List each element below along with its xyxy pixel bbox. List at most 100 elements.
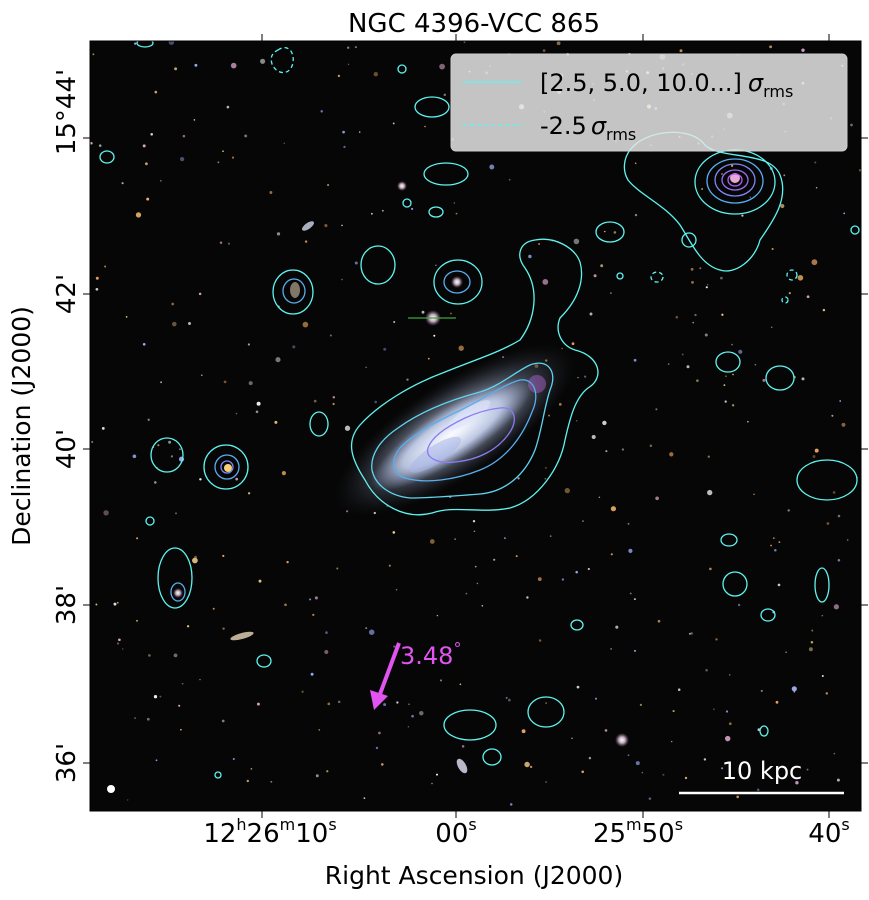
background-star: [821, 614, 824, 617]
contour-source: [715, 351, 741, 373]
background-star: [692, 321, 694, 324]
background-star: [747, 421, 749, 423]
legend: [2.5, 5.0, 10.0...] σrms -2.5 σrms: [450, 53, 848, 152]
background-star: [713, 708, 715, 710]
contour-source: [150, 437, 184, 473]
contour-source: [220, 460, 234, 474]
background-star: [725, 375, 727, 378]
background-star: [142, 144, 146, 148]
legend-box: [450, 53, 848, 152]
background-star: [602, 420, 607, 426]
background-star: [720, 276, 723, 280]
background-star: [772, 537, 775, 540]
background-star: [826, 522, 830, 525]
beam-marker: [107, 785, 115, 793]
x-tick-label: 40s: [808, 815, 849, 849]
background-star: [846, 539, 849, 541]
background-star: [313, 399, 317, 403]
background-star: [545, 702, 547, 704]
background-star: [688, 632, 691, 635]
background-star: [667, 363, 670, 365]
background-star: [212, 607, 215, 610]
background-star: [705, 668, 708, 672]
background-star: [406, 378, 409, 381]
background-star: [787, 509, 790, 512]
background-star: [489, 164, 495, 170]
background-star: [292, 345, 296, 349]
bright-star: [615, 733, 629, 747]
background-star: [508, 698, 511, 702]
background-star: [621, 448, 625, 451]
background-star: [793, 690, 796, 693]
background-star: [537, 577, 542, 582]
background-star: [309, 598, 312, 601]
y-tick-label: 40': [52, 429, 82, 469]
background-star: [721, 313, 724, 316]
background-star: [822, 308, 826, 312]
contour-source: [443, 270, 471, 294]
background-star: [476, 582, 479, 585]
contour-source: [414, 96, 450, 118]
background-star: [358, 131, 361, 133]
background-star: [721, 173, 723, 175]
x-axis-label: Right Ascension (J2000): [325, 861, 623, 890]
contour-source: [99, 150, 115, 164]
background-star: [283, 142, 285, 144]
background-star: [392, 122, 395, 125]
background-star: [146, 717, 150, 721]
background-star: [255, 410, 259, 414]
background-star: [815, 186, 818, 189]
background-star: [675, 315, 679, 319]
contour-source: [256, 654, 272, 668]
background-star: [538, 242, 541, 246]
background-star: [435, 264, 437, 267]
background-star: [741, 214, 744, 217]
contour-source: [759, 725, 769, 737]
contour-source: [360, 245, 396, 285]
background-star: [481, 605, 484, 607]
background-star: [382, 209, 384, 212]
background-star: [542, 279, 549, 285]
background-star: [648, 797, 652, 800]
background-star: [762, 378, 766, 382]
background-star: [443, 93, 447, 97]
background-star: [365, 366, 367, 369]
background-star: [783, 174, 786, 177]
background-star: [564, 487, 570, 494]
background-star: [690, 267, 694, 271]
background-star: [591, 434, 596, 440]
background-star: [529, 765, 533, 769]
background-star: [312, 613, 315, 617]
background-star: [424, 125, 426, 128]
background-star: [715, 638, 718, 641]
background-star: [199, 678, 201, 681]
background-star: [194, 63, 198, 67]
background-star: [635, 761, 640, 766]
background-star: [508, 178, 511, 181]
contour-source: [272, 269, 314, 315]
background-star: [173, 653, 178, 658]
background-star: [756, 788, 760, 792]
background-star: [729, 722, 732, 725]
background-star: [662, 773, 665, 776]
background-star: [558, 403, 562, 406]
background-star: [274, 420, 278, 424]
background-star: [121, 182, 124, 185]
background-star: [121, 648, 124, 650]
background-star: [135, 212, 142, 218]
background-star: [696, 379, 699, 383]
contour-source: [570, 619, 584, 631]
background-star: [542, 49, 546, 52]
background-star: [770, 544, 773, 547]
background-star: [701, 188, 703, 190]
background-star: [136, 619, 138, 622]
background-star: [474, 565, 477, 568]
background-star: [344, 425, 351, 431]
contour-source: [402, 198, 412, 208]
background-star: [374, 400, 378, 404]
y-tick-label: 36': [52, 743, 82, 783]
background-star: [730, 164, 734, 167]
star-field: [90, 41, 861, 806]
background-star: [670, 740, 673, 743]
